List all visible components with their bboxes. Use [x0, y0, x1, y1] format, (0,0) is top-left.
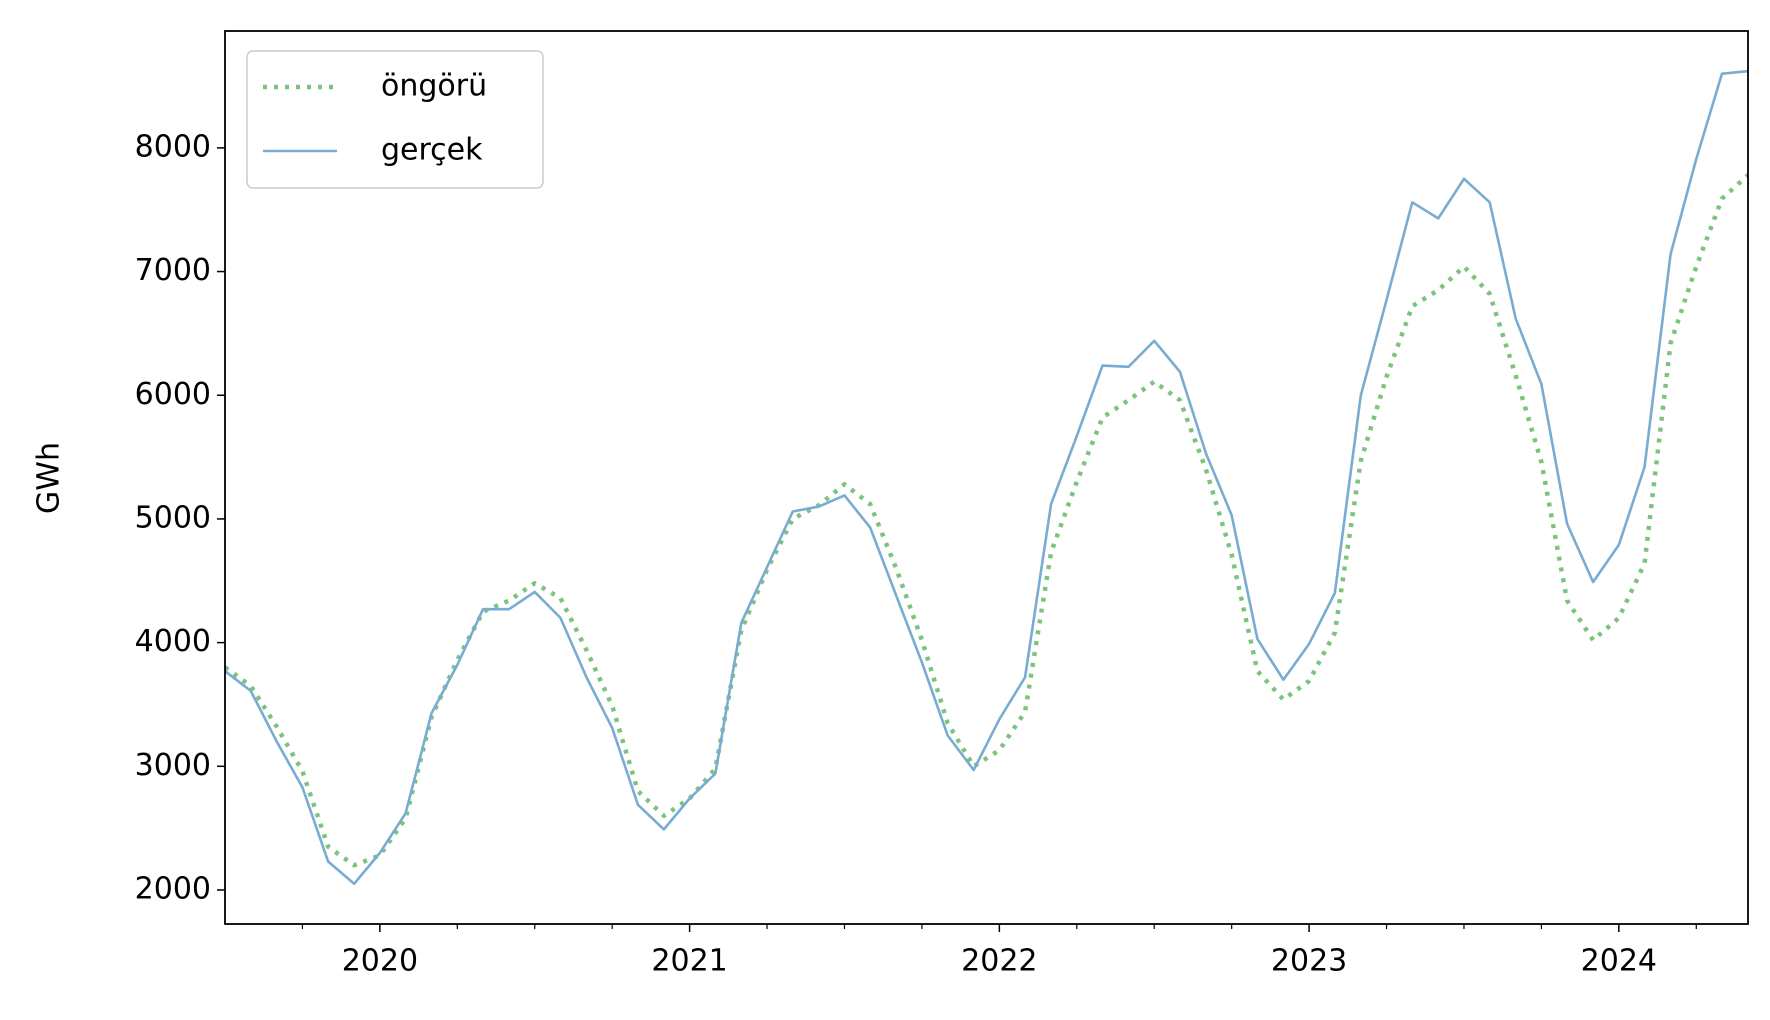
y-tick-label: 6000: [135, 377, 211, 412]
y-tick-label: 7000: [135, 253, 211, 288]
y-tick-label: 8000: [135, 129, 211, 164]
x-tick-label: 2024: [1581, 944, 1657, 979]
x-tick-label: 2022: [961, 944, 1037, 979]
y-tick-label: 4000: [135, 624, 211, 659]
legend-label: öngörü: [381, 69, 487, 104]
x-tick-label: 2021: [651, 944, 727, 979]
y-tick-label: 5000: [135, 500, 211, 535]
x-tick-label: 2020: [342, 944, 418, 979]
legend-label: gerçek: [381, 133, 483, 168]
y-axis-label: GWh: [32, 442, 67, 514]
plot-frame: [224, 30, 1749, 925]
series-line: [225, 173, 1748, 868]
series-line: [225, 69, 1748, 886]
y-tick-label: 2000: [135, 871, 211, 906]
x-tick-label: 2023: [1271, 944, 1347, 979]
y-tick-label: 3000: [135, 748, 211, 783]
